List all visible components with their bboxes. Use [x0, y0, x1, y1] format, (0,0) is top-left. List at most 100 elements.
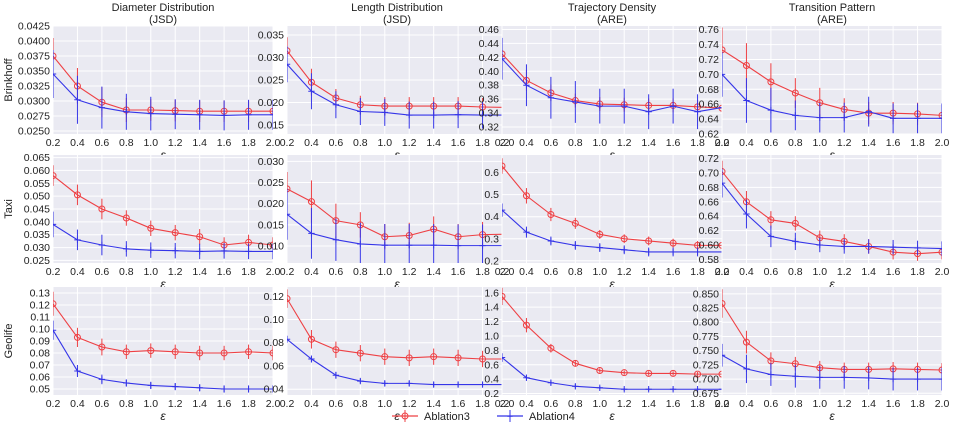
- col-title-0-line-1: (JSD): [149, 14, 177, 26]
- x-tick-label: 0.6: [329, 137, 344, 149]
- x-tick-label: 1.6: [451, 266, 466, 278]
- x-tick-label: 0.6: [329, 398, 344, 410]
- x-tick-label: 1.6: [666, 137, 681, 149]
- series-line-ablation4: [53, 329, 273, 390]
- data-point-ablation3: [287, 295, 291, 303]
- series-line-ablation3: [53, 175, 273, 246]
- data-point-ablation4: [479, 111, 486, 119]
- x-tick-label: 0.4: [304, 266, 319, 278]
- data-point-ablation4: [308, 230, 315, 237]
- data-point-ablation3: [98, 343, 106, 351]
- data-point-ablation4: [357, 240, 364, 248]
- col-title-3-line-0: Transition Pattern: [789, 2, 875, 14]
- data-point-ablation4: [98, 104, 106, 111]
- data-point-ablation3: [791, 89, 799, 97]
- x-axis-label: ε: [160, 409, 166, 423]
- col-title-1-line-0: Length Distribution: [351, 2, 443, 14]
- x-tick-label: 1.2: [837, 266, 852, 278]
- y-tick-label: 0.850: [693, 288, 719, 300]
- series-line-ablation3: [287, 188, 507, 238]
- data-point-ablation4: [889, 243, 897, 251]
- y-tick-label: 0.34: [479, 108, 500, 120]
- x-tick-label: 1.8: [241, 398, 256, 410]
- data-point-ablation3: [479, 355, 487, 363]
- data-point-ablation4: [357, 377, 364, 385]
- data-point-ablation3: [287, 185, 291, 193]
- col-title-1-line-1: (JSD): [383, 14, 411, 26]
- data-point-ablation3: [430, 353, 438, 361]
- data-point-ablation4: [406, 380, 413, 387]
- x-tick-label: 2.0: [715, 398, 730, 410]
- y-tick-label: 0.64: [699, 211, 720, 223]
- data-point-ablation4: [245, 248, 252, 255]
- data-point-ablation4: [669, 386, 677, 393]
- x-tick-label: 1.4: [192, 137, 207, 149]
- y-tick-label: 0.750: [693, 345, 719, 357]
- y-tick-label: 0.045: [24, 204, 50, 216]
- subplot-r0-c1: 0.2 0.4 0.6 0.8 1.0 1.2 1.4 1.6 1.8 2.0 0.015 0.020…: [258, 26, 514, 162]
- data-point-ablation4: [269, 385, 273, 393]
- data-point-ablation4: [816, 241, 823, 249]
- data-point-ablation4: [596, 384, 603, 391]
- y-tick-label: 0.040: [24, 216, 50, 228]
- series-line-ablation4: [722, 74, 942, 119]
- data-point-ablation4: [479, 381, 486, 388]
- data-point-ablation4: [196, 384, 203, 391]
- series-line-ablation4: [53, 73, 273, 116]
- x-tick-label: 1.0: [143, 266, 158, 278]
- y-tick-label: 0.065: [24, 152, 50, 164]
- series-line-ablation3: [287, 298, 507, 360]
- x-tick-label: 0.4: [304, 137, 319, 149]
- data-point-ablation4: [767, 106, 775, 114]
- x-tick-label: 0.6: [544, 398, 559, 410]
- series-group: [722, 289, 942, 391]
- y-tick-label: 0.2: [484, 388, 499, 400]
- x-tick-label: 0.8: [119, 398, 134, 410]
- data-point-ablation4: [523, 374, 530, 381]
- x-tick-label: 1.0: [592, 398, 607, 410]
- data-point-ablation3: [245, 348, 253, 356]
- data-point-ablation4: [479, 242, 486, 249]
- series-line-ablation4: [502, 209, 722, 253]
- x-tick-label: 0.6: [95, 137, 110, 149]
- y-tick-label: 0.0275: [18, 111, 50, 123]
- data-point-ablation4: [147, 110, 154, 117]
- data-point-ablation3: [767, 216, 775, 224]
- series-line-ablation4: [287, 213, 507, 247]
- x-tick-label: 0.2: [46, 137, 61, 149]
- data-point-ablation4: [172, 111, 179, 118]
- data-point-ablation4: [523, 228, 530, 236]
- data-point-ablation3: [718, 370, 722, 378]
- series-group: [722, 27, 942, 134]
- data-point-ablation3: [620, 235, 628, 243]
- col-title-3-line-1: (ARE): [817, 14, 847, 26]
- x-tick-label: 2.0: [266, 266, 281, 278]
- y-tick-label: 0.13: [30, 288, 51, 300]
- data-point-ablation4: [718, 104, 722, 111]
- x-tick-label: 1.0: [812, 137, 827, 149]
- y-tick-label: 0.8: [484, 345, 499, 357]
- x-tick-label: 1.6: [451, 137, 466, 149]
- series-group: [287, 289, 507, 388]
- data-point-ablation4: [172, 247, 179, 254]
- x-tick-label: 1.0: [377, 398, 392, 410]
- data-point-ablation3: [722, 168, 726, 176]
- data-point-ablation4: [502, 354, 506, 361]
- x-tick-label: 2.0: [935, 398, 950, 410]
- data-point-ablation4: [98, 376, 106, 383]
- data-point-ablation4: [841, 114, 848, 121]
- data-point-ablation3: [307, 198, 315, 206]
- y-tick-label: 0.5: [484, 189, 499, 201]
- data-point-ablation4: [53, 327, 57, 334]
- data-point-ablation4: [502, 206, 506, 214]
- data-point-ablation4: [694, 108, 701, 115]
- legend: Ablation3 + Ablation4: [392, 410, 575, 423]
- data-point-ablation4: [332, 236, 340, 243]
- y-tick-label: 0.015: [258, 120, 284, 132]
- legend-ablation4-label: Ablation4: [529, 411, 575, 423]
- data-point-ablation3: [269, 349, 273, 357]
- data-point-ablation3: [742, 61, 750, 69]
- data-point-ablation3: [547, 344, 555, 352]
- x-tick-label: 1.0: [592, 137, 607, 149]
- x-tick-label: 1.0: [812, 398, 827, 410]
